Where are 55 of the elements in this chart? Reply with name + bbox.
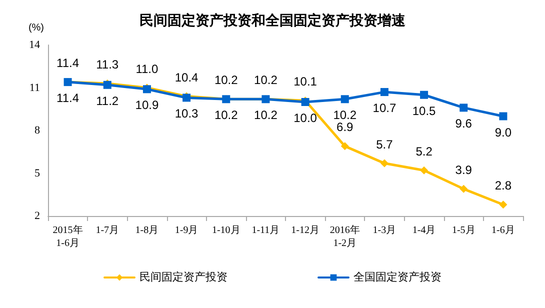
x-tick-label: 1-9月 [174, 225, 198, 236]
y-tick-label: 11 [29, 82, 40, 94]
data-label: 9.0 [494, 125, 512, 140]
data-label: 10.2 [254, 108, 278, 122]
data-label: 10.1 [294, 74, 318, 89]
data-label: 3.9 [455, 162, 472, 177]
legend-label: 全国固定资产投资 [354, 270, 442, 284]
data-label: 11.4 [56, 91, 80, 106]
y-tick-label: 2 [34, 210, 40, 222]
data-label: 10.0 [294, 111, 318, 125]
data-label: 10.2 [214, 108, 238, 122]
y-tick-label: 8 [34, 124, 40, 136]
y-tick-label: 14 [29, 39, 40, 51]
point [380, 159, 388, 168]
data-label: 5.2 [416, 144, 433, 158]
data-label: 6.9 [336, 120, 354, 134]
data-label: 9.6 [455, 116, 472, 131]
x-tick-label: 1-3月 [372, 225, 396, 236]
data-label: 10.2 [214, 73, 238, 88]
point [380, 88, 388, 96]
x-tick-label: 1-8月 [135, 225, 159, 236]
data-label: 10.2 [333, 108, 357, 122]
x-tick-label: 1-10月 [212, 225, 240, 236]
x-tick-label: 2016年 1-2月 [330, 224, 360, 249]
chart-title: 民间固定资产投资和全国固定资产投资增速 [140, 12, 406, 28]
point [420, 166, 428, 174]
point [340, 142, 349, 150]
data-label: 11.0 [136, 62, 159, 76]
point [460, 184, 468, 193]
point [340, 95, 349, 104]
x-tick-label: 1-7月 [96, 225, 120, 236]
data-label: 10.7 [372, 101, 396, 116]
data-label: 10.4 [174, 70, 199, 84]
point [499, 112, 508, 120]
data-label: 10.2 [254, 73, 278, 88]
data-label: 10.9 [135, 98, 159, 112]
point [420, 90, 428, 99]
data-label: 11.4 [56, 56, 80, 70]
point [499, 200, 508, 209]
data-label: 11.3 [96, 57, 119, 72]
x-tick-label: 1-5月 [452, 225, 476, 236]
data-label: 10.3 [174, 106, 199, 121]
x-tick-label: 1-6月 [492, 225, 515, 236]
data-label: 11.2 [96, 94, 119, 108]
data-label: 10.5 [412, 104, 436, 118]
data-label: 2.8 [494, 178, 512, 193]
x-tick-label: 1-4月 [412, 225, 436, 236]
x-tick-label: 2015年 1-6月 [52, 224, 83, 249]
legend-label: 民间固定资产投资 [140, 270, 228, 284]
y-tick-label: 5 [34, 167, 40, 180]
x-tick-label: 1-12月 [291, 225, 320, 236]
y-axis-title: (%) [28, 22, 44, 34]
point [460, 104, 468, 112]
x-tick-label: 1-11月 [252, 225, 280, 236]
data-label: 5.7 [376, 137, 394, 152]
